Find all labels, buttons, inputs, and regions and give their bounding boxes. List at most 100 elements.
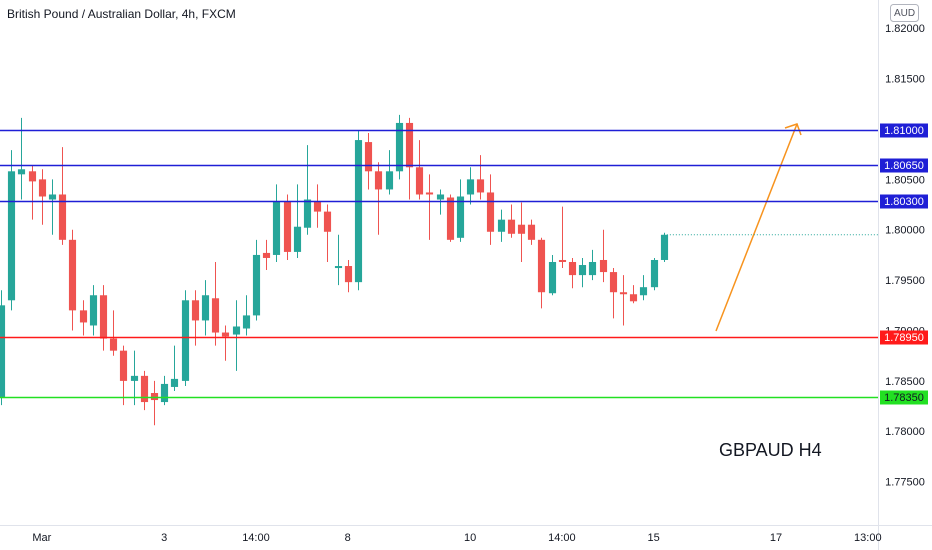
- currency-box[interactable]: [890, 4, 919, 22]
- candle-body: [7, 171, 16, 301]
- arrow-head: [784, 123, 802, 136]
- candle-body: [170, 378, 179, 387]
- candles: [0, 114, 669, 426]
- candle-body: [109, 338, 118, 351]
- x-tick-label: 3: [161, 532, 167, 544]
- candle-body: [79, 310, 88, 323]
- candle-body: [17, 169, 26, 175]
- chart-title: British Pound / Australian Dollar, 4h, F…: [7, 7, 236, 21]
- level-tag: [880, 194, 928, 209]
- candle-body: [68, 239, 77, 311]
- candle-body: [293, 226, 302, 252]
- candle-body: [588, 261, 597, 276]
- candle-body: [89, 295, 98, 326]
- candle-body: [232, 326, 241, 335]
- candle-body: [313, 201, 322, 212]
- level-tag: [880, 158, 928, 173]
- candle-body: [262, 252, 271, 258]
- arrow-drawing: [715, 123, 802, 332]
- x-tick-label: 13:00: [854, 532, 882, 544]
- candle-body: [395, 122, 404, 172]
- x-tick-label: 10: [464, 532, 476, 544]
- candle-body: [344, 266, 353, 283]
- candle-body: [99, 295, 108, 339]
- candle-body: [527, 224, 536, 240]
- y-tick-label: 1.82000: [885, 23, 925, 35]
- candle-body: [374, 171, 383, 190]
- candle-body: [191, 300, 200, 321]
- candle-body: [486, 192, 495, 232]
- candle-body: [323, 211, 332, 232]
- candle-body: [242, 315, 251, 329]
- level-tag: [880, 390, 928, 405]
- candle-body: [568, 261, 577, 276]
- candle-body: [150, 392, 159, 401]
- candle-body: [48, 194, 57, 200]
- candle-body: [252, 254, 261, 316]
- x-tick-label: Mar: [32, 532, 51, 544]
- arrow-line: [715, 123, 798, 332]
- annotation: GBPAUD H4: [719, 440, 822, 460]
- candle-body: [578, 265, 587, 276]
- candle-body: [272, 201, 281, 255]
- x-tick-label: 15: [648, 532, 660, 544]
- y-tick-label: 1.80500: [885, 174, 925, 186]
- candle-body: [650, 259, 659, 288]
- candle-body: [0, 305, 6, 399]
- level-label: 1.78350: [884, 392, 924, 404]
- candle-body: [456, 196, 465, 238]
- candle-body: [405, 122, 414, 168]
- candle-body: [599, 259, 608, 273]
- candle-body: [28, 171, 37, 182]
- currency-label[interactable]: AUD: [894, 8, 915, 19]
- candle-body: [385, 171, 394, 190]
- candle-body: [201, 295, 210, 321]
- candle-body: [609, 272, 618, 293]
- level-label: 1.78950: [884, 332, 924, 344]
- candle-body: [425, 192, 434, 195]
- candle-body: [660, 234, 669, 260]
- candle-body: [507, 219, 516, 234]
- x-tick-label: 14:00: [242, 532, 270, 544]
- candle-body: [354, 140, 363, 283]
- candle-body: [558, 259, 567, 262]
- candle-body: [130, 375, 139, 381]
- level-label: 1.80650: [884, 160, 924, 172]
- candle-body: [334, 266, 343, 269]
- candle-body: [160, 383, 169, 403]
- candle-body: [211, 298, 220, 333]
- y-tick-label: 1.79500: [885, 275, 925, 287]
- candle-body: [303, 199, 312, 228]
- candle-body: [140, 375, 149, 403]
- y-tick-label: 1.78000: [885, 426, 925, 438]
- level-tag: [880, 330, 928, 345]
- candle-body: [364, 142, 373, 172]
- y-tick-label: 1.81500: [885, 74, 925, 86]
- candle-body: [283, 201, 292, 252]
- candle-body: [221, 332, 230, 337]
- y-tick-label: 1.80000: [885, 225, 925, 237]
- candle-body: [537, 239, 546, 293]
- level-label: 1.80300: [884, 196, 924, 208]
- y-tick-label: 1.78500: [885, 376, 925, 388]
- candle-body: [466, 179, 475, 195]
- x-tick-label: 17: [770, 532, 782, 544]
- candle-body: [619, 292, 628, 295]
- candle-body: [497, 219, 506, 232]
- candle-body: [548, 261, 557, 294]
- x-tick-label: 8: [345, 532, 351, 544]
- candle-body: [415, 167, 424, 195]
- candle-body: [58, 194, 67, 240]
- candle-body: [517, 224, 526, 234]
- candle-body: [119, 350, 128, 381]
- level-label: 1.81000: [884, 125, 924, 137]
- candle-body: [181, 300, 190, 381]
- candle-body: [476, 179, 485, 193]
- candle-body: [446, 197, 455, 240]
- candle-body: [629, 294, 638, 302]
- candle-body: [639, 287, 648, 296]
- y-tick-label: 1.77500: [885, 477, 925, 489]
- x-tick-label: 14:00: [548, 532, 576, 544]
